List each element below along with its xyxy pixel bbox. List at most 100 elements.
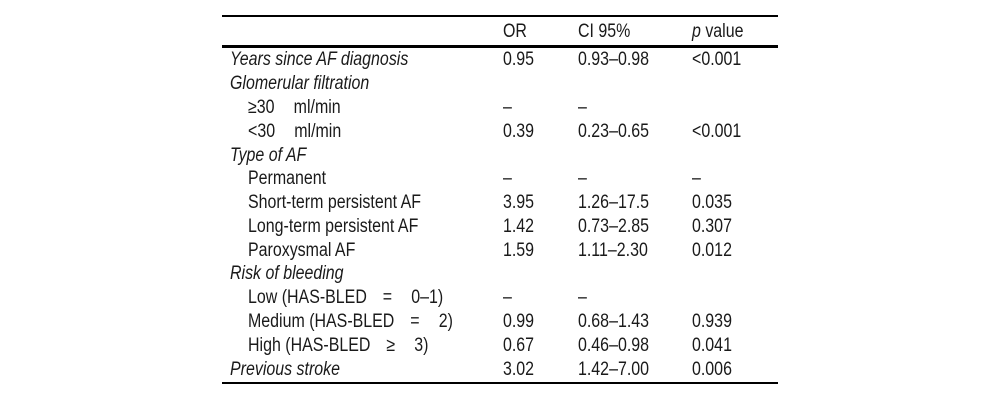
- table-row: High (HAS-BLED ≥ 3) 0.67 0.46–0.98 0.041: [222, 333, 778, 357]
- or-cell: [503, 266, 578, 282]
- regression-table: OR CI 95% p value Years since AF diagnos…: [222, 0, 778, 400]
- table-top-rule: [222, 15, 778, 17]
- row-label-cell: Long-term persistent AF: [222, 217, 503, 236]
- p-cell: [692, 99, 778, 115]
- row-label-cell: Short-term persistent AF: [222, 193, 503, 212]
- table-row: Low (HAS-BLED = 0–1) – –: [222, 286, 778, 310]
- or-cell: 0.95: [503, 50, 578, 69]
- p-cell: 0.035: [692, 193, 778, 212]
- row-label: Years since AF diagnosis: [230, 49, 409, 71]
- ci-cell: 0.68–1.43: [578, 312, 692, 331]
- row-label-cell: Risk of bleeding: [222, 264, 503, 283]
- ci-value: 1.42–7.00: [578, 358, 650, 380]
- ci-cell: 1.26–17.5: [578, 193, 692, 212]
- row-label-cell: Glomerular filtration: [222, 74, 503, 93]
- ci-value: 0.73–2.85: [578, 215, 650, 237]
- or-header-text: OR: [503, 20, 527, 42]
- or-value: –: [503, 287, 512, 309]
- ci-value: –: [578, 287, 587, 309]
- table-row: Short-term persistent AF 3.95 1.26–17.5 …: [222, 191, 778, 215]
- row-label-cell: <30 ml/min: [222, 122, 503, 141]
- or-cell: 3.02: [503, 360, 578, 379]
- ci-cell: 1.42–7.00: [578, 360, 692, 379]
- p-cell: <0.001: [692, 122, 778, 141]
- row-label: Type of AF: [230, 144, 307, 166]
- or-cell: 0.67: [503, 336, 578, 355]
- ci-value: –: [578, 96, 587, 118]
- or-cell: 3.95: [503, 193, 578, 212]
- ci-cell: 0.73–2.85: [578, 217, 692, 236]
- p-cell: [692, 76, 778, 92]
- row-label-cell: Low (HAS-BLED = 0–1): [222, 288, 503, 307]
- table-row: Medium (HAS-BLED = 2) 0.99 0.68–1.43 0.9…: [222, 310, 778, 334]
- ci-value: 1.11–2.30: [578, 239, 648, 261]
- ci-cell: [578, 76, 692, 92]
- row-label-cell: Years since AF diagnosis: [222, 50, 503, 69]
- table-row: Long-term persistent AF 1.42 0.73–2.85 0…: [222, 214, 778, 238]
- ci-value: 1.26–17.5: [578, 192, 650, 214]
- p-value: <0.001: [692, 120, 742, 142]
- pvalue-header-p: p: [692, 20, 701, 42]
- table-header-row: OR CI 95% p value: [222, 17, 778, 45]
- table-row: Previous stroke 3.02 1.42–7.00 0.006: [222, 357, 778, 381]
- p-cell: 0.307: [692, 217, 778, 236]
- or-value: 0.95: [503, 49, 535, 71]
- ci-cell: [578, 266, 692, 282]
- row-label: Short-term persistent AF: [248, 192, 421, 214]
- table-row: ≥30 ml/min – –: [222, 96, 778, 120]
- row-label-cell: High (HAS-BLED ≥ 3): [222, 336, 503, 355]
- row-label: Medium (HAS-BLED = 2): [248, 310, 453, 332]
- ci-cell: [578, 147, 692, 163]
- row-label: Risk of bleeding: [230, 263, 344, 285]
- or-value: 1.42: [503, 215, 535, 237]
- p-value: 0.939: [692, 310, 732, 332]
- row-label: <30 ml/min: [248, 120, 342, 142]
- or-value: 1.59: [503, 239, 535, 261]
- p-value: 0.307: [692, 215, 732, 237]
- or-value: 3.95: [503, 192, 535, 214]
- or-cell: 0.39: [503, 122, 578, 141]
- or-cell: –: [503, 169, 578, 188]
- row-label: Glomerular filtration: [230, 73, 370, 95]
- p-cell: –: [692, 169, 778, 188]
- p-value: 0.035: [692, 192, 732, 214]
- ci-cell: –: [578, 169, 692, 188]
- table-row: Paroxysmal AF 1.59 1.11–2.30 0.012: [222, 238, 778, 262]
- or-cell: 1.59: [503, 241, 578, 260]
- p-cell: [692, 290, 778, 306]
- p-cell: <0.001: [692, 50, 778, 69]
- or-value: 0.67: [503, 334, 535, 356]
- p-value: 0.006: [692, 358, 732, 380]
- table-row: Permanent – – –: [222, 167, 778, 191]
- ci-cell: 0.23–0.65: [578, 122, 692, 141]
- or-cell: –: [503, 98, 578, 117]
- p-cell: 0.939: [692, 312, 778, 331]
- ci-header-text: CI 95%: [578, 20, 631, 42]
- pvalue-header-rest: value: [700, 20, 744, 42]
- or-value: 0.99: [503, 310, 535, 332]
- p-value: –: [692, 168, 701, 190]
- ci-value: 0.46–0.98: [578, 334, 650, 356]
- column-header-or: OR: [503, 22, 578, 41]
- table-header-rule: [222, 45, 778, 48]
- or-cell: 0.99: [503, 312, 578, 331]
- p-value: 0.041: [692, 334, 732, 356]
- or-value: –: [503, 168, 512, 190]
- ci-cell: –: [578, 98, 692, 117]
- or-value: 3.02: [503, 358, 535, 380]
- column-header-ci: CI 95%: [578, 22, 692, 41]
- p-value: <0.001: [692, 49, 742, 71]
- or-cell: –: [503, 288, 578, 307]
- p-cell: 0.006: [692, 360, 778, 379]
- p-cell: 0.012: [692, 241, 778, 260]
- p-value: 0.012: [692, 239, 732, 261]
- row-label: Low (HAS-BLED = 0–1): [248, 287, 444, 309]
- p-cell: [692, 147, 778, 163]
- or-cell: [503, 76, 578, 92]
- row-label: ≥30 ml/min: [248, 96, 341, 118]
- ci-value: 0.23–0.65: [578, 120, 650, 142]
- ci-cell: 0.93–0.98: [578, 50, 692, 69]
- row-label-cell: ≥30 ml/min: [222, 98, 503, 117]
- or-cell: 1.42: [503, 217, 578, 236]
- ci-cell: –: [578, 288, 692, 307]
